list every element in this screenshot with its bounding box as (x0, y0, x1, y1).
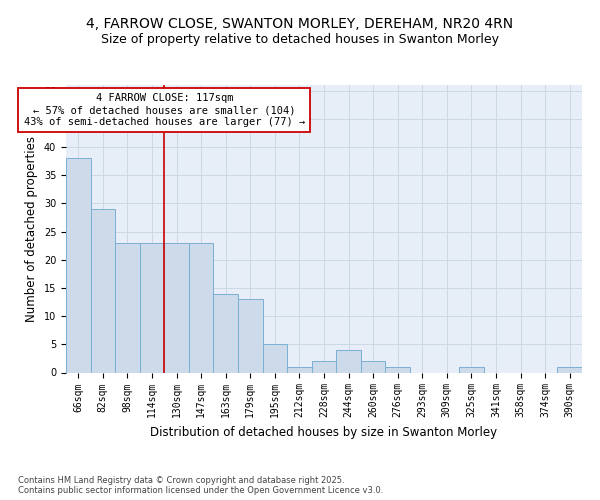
Bar (214, 294, 238, 372)
Text: Contains HM Land Registry data © Crown copyright and database right 2025.
Contai: Contains HM Land Registry data © Crown c… (18, 476, 383, 495)
Text: Size of property relative to detached houses in Swanton Morley: Size of property relative to detached ho… (101, 32, 499, 46)
Bar (263, 344, 287, 372)
Bar (459, 367, 484, 372)
Bar (115, 243, 140, 372)
Bar (287, 367, 312, 372)
Bar (557, 367, 582, 372)
X-axis label: Distribution of detached houses by size in Swanton Morley: Distribution of detached houses by size … (151, 426, 497, 439)
Bar (385, 367, 410, 372)
Bar (189, 243, 214, 372)
Bar (66, 158, 91, 372)
Text: 4, FARROW CLOSE, SWANTON MORLEY, DEREHAM, NR20 4RN: 4, FARROW CLOSE, SWANTON MORLEY, DEREHAM… (86, 18, 514, 32)
Bar (361, 361, 385, 372)
Y-axis label: Number of detached properties: Number of detached properties (25, 136, 38, 322)
Bar (140, 243, 164, 372)
Bar (164, 243, 189, 372)
Bar (336, 350, 361, 372)
Bar (91, 209, 115, 372)
Bar (312, 361, 336, 372)
Bar (238, 299, 263, 372)
Text: 4 FARROW CLOSE: 117sqm
← 57% of detached houses are smaller (104)
43% of semi-de: 4 FARROW CLOSE: 117sqm ← 57% of detached… (23, 94, 305, 126)
